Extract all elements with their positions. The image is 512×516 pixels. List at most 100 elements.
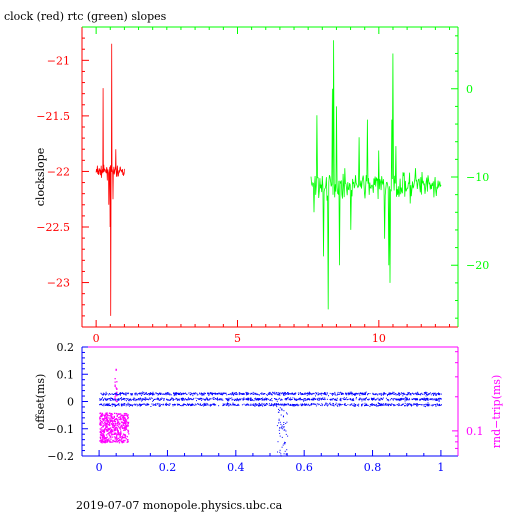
scatter-point-blue [150, 392, 151, 394]
scatter-point-blue [437, 393, 439, 395]
scatter-point-blue [134, 404, 136, 406]
scatter-point-blue [161, 404, 163, 405]
scatter-point-blue [384, 403, 386, 405]
scatter-point-blue [109, 399, 111, 401]
scatter-point-blue [311, 398, 313, 400]
scatter-point-blue [147, 394, 149, 395]
scatter-point-blue [269, 391, 271, 393]
scatter-point-blue [325, 394, 327, 396]
scatter-point-blue [127, 402, 129, 404]
scatter-point-blue [180, 405, 182, 407]
scatter-point-blue [361, 394, 363, 396]
scatter-point-blue [393, 391, 395, 393]
scatter-point-blue [209, 392, 211, 394]
scatter-point-blue [283, 424, 285, 425]
scatter-point-blue [128, 400, 130, 402]
bottom-x-tick-label: 0.2 [159, 461, 177, 474]
scatter-point-magenta [101, 421, 104, 423]
scatter-point-blue [326, 403, 328, 405]
scatter-point-blue [190, 404, 192, 406]
scatter-point-blue [429, 392, 431, 394]
scatter-point-blue [307, 392, 309, 394]
scatter-point-blue [370, 404, 372, 406]
scatter-point-blue [185, 393, 187, 395]
scatter-point-blue [114, 393, 116, 395]
scatter-point-blue [242, 393, 244, 395]
scatter-point-blue [176, 398, 178, 400]
scatter-point-blue [236, 405, 238, 406]
scatter-point-blue [173, 404, 175, 405]
scatter-point-blue [175, 392, 177, 394]
scatter-point-blue [285, 453, 287, 455]
scatter-point-blue [260, 393, 262, 395]
scatter-point-blue [346, 394, 348, 396]
scatter-point-magenta [119, 434, 121, 437]
scatter-point-blue [398, 395, 400, 396]
scatter-point-blue [134, 403, 136, 405]
scatter-point-magenta [117, 426, 120, 428]
scatter-point-magenta [106, 441, 108, 443]
scatter-point-blue [440, 404, 442, 406]
scatter-point-blue [240, 398, 242, 400]
scatter-point-blue [127, 404, 129, 406]
scatter-point-blue [247, 392, 249, 394]
scatter-point-blue [136, 405, 138, 407]
scatter-point-blue [326, 392, 328, 394]
scatter-point-blue [350, 399, 352, 401]
scatter-point-blue [235, 393, 237, 395]
scatter-point-magenta [102, 437, 104, 439]
scatter-point-blue [303, 404, 305, 406]
scatter-point-magenta [124, 435, 127, 437]
scatter-point-blue [317, 404, 319, 406]
scatter-point-blue [125, 405, 127, 407]
bottom-x-tick-label: 0.8 [364, 461, 382, 474]
scatter-point-blue [165, 403, 167, 405]
scatter-point-blue [329, 402, 331, 404]
scatter-point-magenta [104, 422, 106, 424]
scatter-point-magenta [118, 440, 121, 442]
scatter-point-blue [102, 400, 104, 401]
scatter-point-blue [263, 399, 265, 401]
scatter-point-magenta [120, 426, 122, 428]
scatter-point-blue [319, 398, 321, 400]
scatter-point-blue [369, 405, 371, 407]
scatter-point-blue [145, 404, 147, 406]
scatter-point-magenta [121, 418, 123, 420]
scatter-point-blue [113, 398, 115, 400]
scatter-point-blue [358, 403, 360, 405]
scatter-point-blue [405, 396, 407, 398]
scatter-point-magenta [119, 438, 121, 441]
scatter-point-blue [127, 403, 129, 405]
scatter-point-blue [299, 392, 301, 393]
scatter-point-blue [297, 398, 299, 400]
scatter-point-blue [318, 403, 320, 405]
scatter-point-blue [336, 394, 338, 396]
scatter-point-blue [359, 393, 361, 394]
bottom-y-tick-label: −0.2 [47, 450, 74, 463]
scatter-point-blue [251, 393, 253, 394]
scatter-point-magenta [112, 417, 115, 420]
scatter-point-blue [279, 427, 281, 429]
scatter-point-magenta [109, 418, 111, 420]
scatter-point-blue [299, 397, 301, 399]
scatter-point-magenta [116, 436, 118, 438]
scatter-point-blue [157, 402, 159, 404]
scatter-point-blue [320, 392, 322, 394]
scatter-point-blue [175, 393, 177, 395]
scatter-point-blue [276, 403, 278, 405]
scatter-point-blue [291, 393, 293, 395]
scatter-point-blue [189, 394, 191, 396]
scatter-point-magenta [127, 414, 129, 416]
scatter-point-blue [416, 399, 417, 400]
scatter-point-blue [247, 393, 249, 395]
scatter-point-blue [157, 399, 159, 401]
scatter-point-blue [304, 393, 305, 395]
scatter-point-blue [128, 405, 130, 407]
scatter-point-blue [428, 393, 430, 395]
scatter-point-blue [274, 398, 276, 400]
scatter-point-blue [182, 393, 184, 395]
scatter-point-blue [167, 404, 169, 406]
scatter-point-blue [373, 398, 375, 400]
scatter-point-blue [436, 398, 437, 400]
scatter-point-magenta [127, 421, 130, 424]
